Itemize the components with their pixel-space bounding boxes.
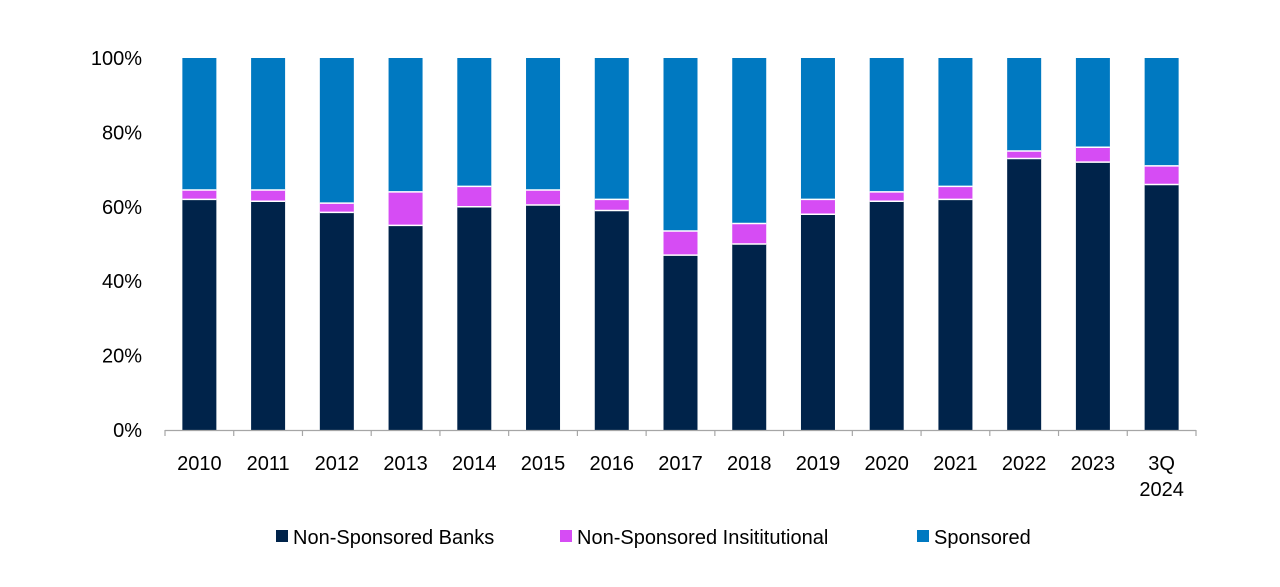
bar-segment-sponsored xyxy=(251,58,286,191)
x-tick-label: 2014 xyxy=(452,453,497,475)
x-tick-label: 3Q xyxy=(1148,453,1175,475)
legend: Non-Sponsored Banks Non-Sponsored Insitit… xyxy=(276,527,1031,549)
bar-segment-sponsored xyxy=(594,58,629,200)
bar-segment-sponsored xyxy=(182,58,217,191)
bar-segment-non-sponsored-insititutional xyxy=(182,190,217,200)
x-tick-label: 2016 xyxy=(590,453,635,475)
y-axis: 0% 20% 40% 60% 80% 100% xyxy=(91,48,142,442)
legend-swatch xyxy=(917,530,929,542)
bar-segment-non-sponsored-insititutional xyxy=(869,191,904,202)
bar-segment-non-sponsored-insititutional xyxy=(457,186,492,207)
bar-segment-sponsored xyxy=(1075,58,1110,148)
bar-segment-non-sponsored-banks xyxy=(388,225,423,430)
y-tick-label: 60% xyxy=(102,197,142,219)
bar-segment-non-sponsored-banks xyxy=(1075,162,1110,430)
bar-segment-sponsored xyxy=(800,58,835,200)
bar-segment-non-sponsored-insititutional xyxy=(732,223,767,244)
x-tick-label: 2021 xyxy=(933,453,978,475)
y-tick-label: 20% xyxy=(102,346,142,368)
bar-segment-sponsored xyxy=(388,58,423,192)
bar-segment-non-sponsored-insititutional xyxy=(526,190,561,205)
bar-segment-non-sponsored-banks xyxy=(319,212,354,430)
bar-segment-sponsored xyxy=(457,58,492,187)
bar-segment-non-sponsored-insititutional xyxy=(594,199,629,211)
legend-label: Non-Sponsored Banks xyxy=(293,527,494,549)
y-tick-label: 40% xyxy=(102,271,142,293)
y-tick-label: 80% xyxy=(102,122,142,144)
x-tick-label: 2010 xyxy=(177,453,222,475)
bar-segment-non-sponsored-insititutional xyxy=(319,203,354,213)
bars xyxy=(182,58,1179,430)
bar-segment-non-sponsored-insititutional xyxy=(1007,151,1042,159)
bar-segment-non-sponsored-banks xyxy=(182,199,217,430)
bar-segment-sponsored xyxy=(938,58,973,187)
y-tick-label: 100% xyxy=(91,48,142,70)
x-tick-label: 2012 xyxy=(315,453,360,475)
x-tick-label: 2011 xyxy=(247,453,290,475)
bar-segment-non-sponsored-banks xyxy=(663,255,698,430)
bar-segment-sponsored xyxy=(869,58,904,192)
bar-segment-non-sponsored-insititutional xyxy=(938,186,973,200)
x-tick-label: 2023 xyxy=(1071,453,1116,475)
bar-segment-non-sponsored-banks xyxy=(1144,184,1179,430)
bar-segment-non-sponsored-banks xyxy=(732,244,767,430)
bar-segment-non-sponsored-insititutional xyxy=(663,230,698,256)
bar-segment-non-sponsored-banks xyxy=(938,199,973,430)
x-tick-label: 2019 xyxy=(796,453,841,475)
legend-swatch xyxy=(276,530,288,542)
legend-label: Sponsored xyxy=(934,527,1031,549)
bar-segment-non-sponsored-banks xyxy=(457,206,492,430)
bar-segment-non-sponsored-insititutional xyxy=(800,199,835,215)
bar-segment-non-sponsored-banks xyxy=(1007,158,1042,430)
y-tick-label: 0% xyxy=(113,420,142,442)
bar-segment-sponsored xyxy=(732,58,767,224)
x-tick-label: 2024 xyxy=(1139,479,1184,501)
bar-segment-sponsored xyxy=(663,58,698,231)
bar-segment-non-sponsored-insititutional xyxy=(1075,147,1110,163)
bar-segment-non-sponsored-insititutional xyxy=(388,191,423,226)
bar-segment-non-sponsored-banks xyxy=(594,210,629,430)
bar-segment-sponsored xyxy=(319,58,354,204)
bar-segment-sponsored xyxy=(1144,58,1179,166)
legend-label: Non-Sponsored Insititutional xyxy=(577,527,828,549)
bar-segment-non-sponsored-banks xyxy=(800,214,835,430)
bar-segment-non-sponsored-banks xyxy=(869,201,904,430)
x-tick-label: 2017 xyxy=(658,453,703,475)
bar-segment-non-sponsored-insititutional xyxy=(251,190,286,202)
legend-swatch xyxy=(560,530,572,542)
x-tick-label: 2013 xyxy=(383,453,428,475)
x-tick-label: 2020 xyxy=(864,453,909,475)
x-axis: 2010 2011 2012 2013 2014 2015 2016 2017 2018 2019… xyxy=(164,429,1197,501)
x-tick-label: 2015 xyxy=(521,453,566,475)
bar-segment-sponsored xyxy=(1007,58,1042,151)
x-tick-label: 2022 xyxy=(1002,453,1047,475)
bar-segment-non-sponsored-insititutional xyxy=(1144,165,1179,185)
bar-segment-non-sponsored-banks xyxy=(526,204,561,430)
bar-segment-non-sponsored-banks xyxy=(251,201,286,430)
x-tick-label: 2018 xyxy=(727,453,772,475)
bar-segment-sponsored xyxy=(526,58,561,191)
